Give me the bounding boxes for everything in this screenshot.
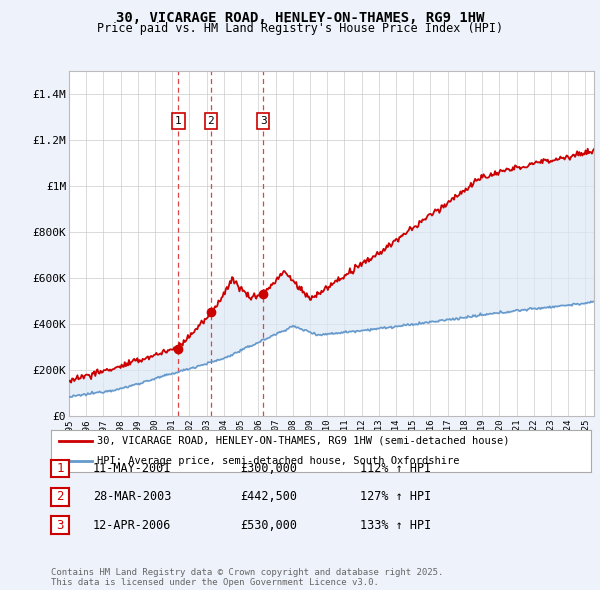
Text: £442,500: £442,500 [240,490,297,503]
Text: Contains HM Land Registry data © Crown copyright and database right 2025.
This d: Contains HM Land Registry data © Crown c… [51,568,443,587]
Text: 2: 2 [208,116,214,126]
Text: 30, VICARAGE ROAD, HENLEY-ON-THAMES, RG9 1HW (semi-detached house): 30, VICARAGE ROAD, HENLEY-ON-THAMES, RG9… [97,436,509,446]
Text: 11-MAY-2001: 11-MAY-2001 [93,462,172,475]
Text: £530,000: £530,000 [240,519,297,532]
Text: 3: 3 [260,116,266,126]
Text: 30, VICARAGE ROAD, HENLEY-ON-THAMES, RG9 1HW: 30, VICARAGE ROAD, HENLEY-ON-THAMES, RG9… [116,11,484,25]
Text: £300,000: £300,000 [240,462,297,475]
Text: HPI: Average price, semi-detached house, South Oxfordshire: HPI: Average price, semi-detached house,… [97,457,460,466]
Text: Price paid vs. HM Land Registry's House Price Index (HPI): Price paid vs. HM Land Registry's House … [97,22,503,35]
Text: 127% ↑ HPI: 127% ↑ HPI [360,490,431,503]
Text: 3: 3 [56,519,64,532]
Text: 2: 2 [56,490,64,503]
Text: 28-MAR-2003: 28-MAR-2003 [93,490,172,503]
Text: 1: 1 [56,462,64,475]
Text: 12-APR-2006: 12-APR-2006 [93,519,172,532]
Text: 133% ↑ HPI: 133% ↑ HPI [360,519,431,532]
Text: 112% ↑ HPI: 112% ↑ HPI [360,462,431,475]
Text: 1: 1 [175,116,182,126]
